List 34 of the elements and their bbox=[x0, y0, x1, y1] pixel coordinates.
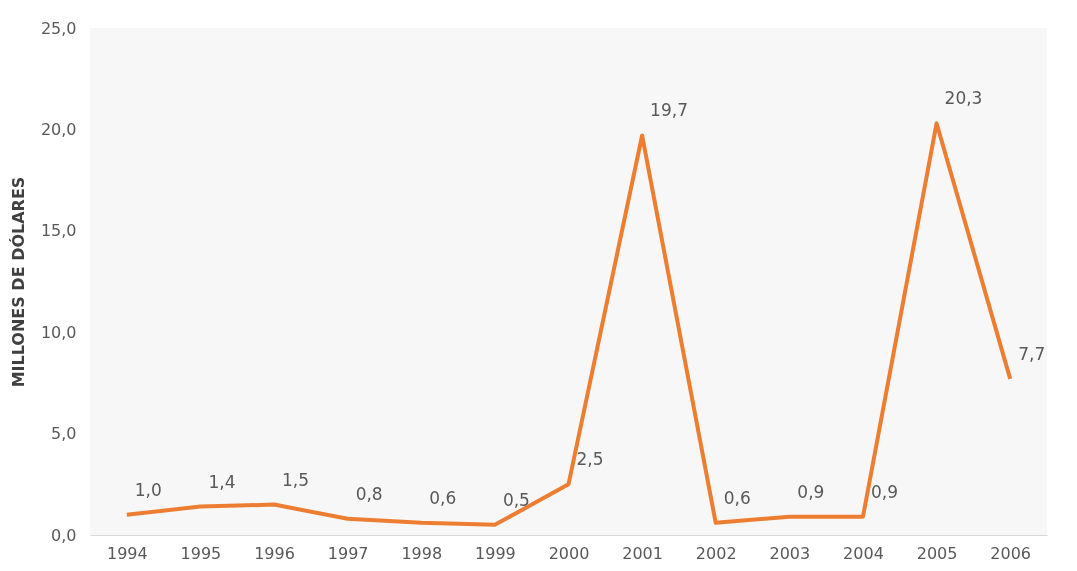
data-label: 0,6 bbox=[723, 487, 751, 508]
data-label: 1,4 bbox=[208, 471, 236, 492]
x-tick-label: 1999 bbox=[475, 543, 516, 563]
data-label: 1,0 bbox=[134, 479, 162, 500]
data-label: 19,7 bbox=[650, 100, 688, 121]
y-axis-title: MILLONES DE DÓLARES bbox=[8, 176, 28, 388]
data-label: 0,5 bbox=[502, 489, 530, 510]
y-tick-label: 5,0 bbox=[51, 424, 77, 444]
x-tick-label: 1994 bbox=[106, 543, 148, 563]
x-tick-label: 1997 bbox=[327, 543, 369, 563]
data-label: 7,7 bbox=[1018, 343, 1046, 364]
x-tick-label: 1995 bbox=[180, 543, 222, 563]
y-tick-label: 15,0 bbox=[40, 221, 77, 241]
x-tick-label: 2004 bbox=[843, 543, 884, 563]
x-tick-label: 2003 bbox=[769, 543, 811, 563]
x-tick-label: 1998 bbox=[401, 543, 443, 563]
x-tick-label: 1996 bbox=[254, 543, 295, 563]
data-label: 0,6 bbox=[429, 487, 457, 508]
data-label: 2,5 bbox=[576, 449, 604, 470]
y-tick-label: 25,0 bbox=[40, 18, 77, 38]
x-tick-label: 2005 bbox=[916, 543, 958, 563]
data-label: 20,3 bbox=[944, 88, 983, 109]
x-tick-label: 2000 bbox=[548, 543, 590, 563]
y-tick-label: 20,0 bbox=[40, 119, 77, 139]
data-label: 1,5 bbox=[282, 469, 310, 490]
line-series bbox=[124, 121, 1013, 527]
data-label: 0,8 bbox=[355, 483, 383, 504]
y-tick-label: 10,0 bbox=[40, 322, 77, 342]
data-label: 0,9 bbox=[870, 481, 899, 502]
y-tick-label: 0,0 bbox=[51, 525, 77, 545]
x-tick-label: 2006 bbox=[990, 543, 1032, 563]
x-tick-label: 2001 bbox=[622, 543, 663, 563]
x-tick-label: 2002 bbox=[695, 543, 737, 563]
data-label: 0,9 bbox=[797, 481, 825, 502]
